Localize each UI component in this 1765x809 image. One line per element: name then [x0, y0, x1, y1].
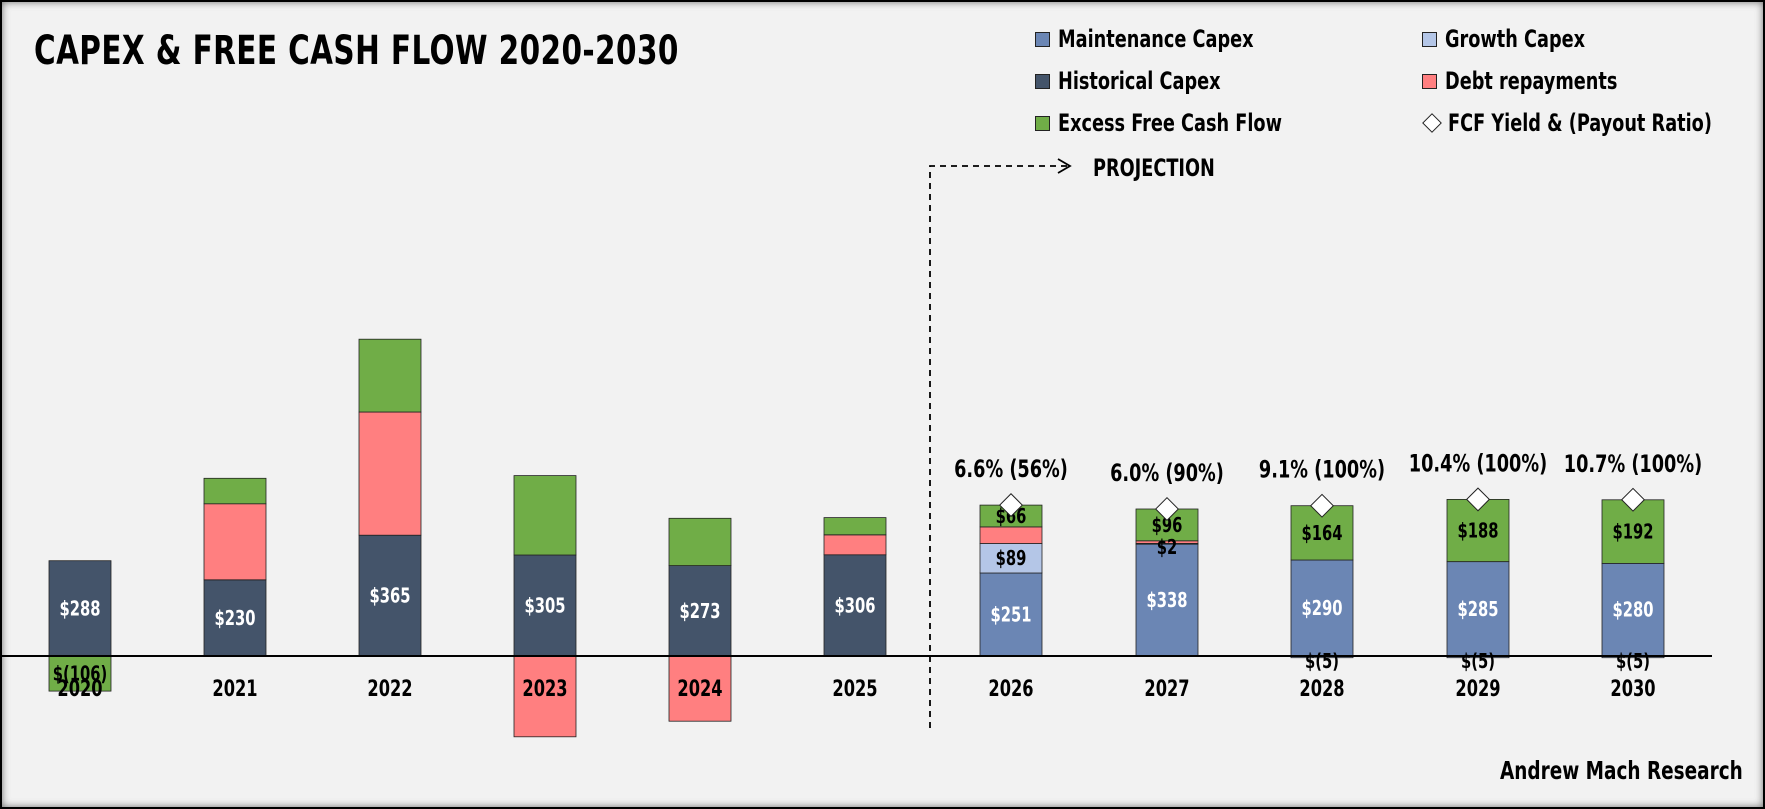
bar-value-label: $273: [679, 600, 720, 623]
bar-value-label: $192: [1612, 521, 1653, 544]
fcf-yield-marker: [1154, 497, 1180, 522]
x-tick-label: 2026: [988, 675, 1033, 701]
x-tick-label: 2028: [1299, 675, 1344, 701]
bar-segment-excess-free-cash-flow: [668, 517, 732, 566]
legend-swatch-growth: [1422, 31, 1437, 47]
bar-value-label: $(5): [1305, 651, 1339, 674]
bar-segment-maintenance-capex: [1135, 543, 1199, 657]
bar-value-label: $188: [1457, 520, 1498, 543]
bar-segment-excess-free-cash-flow: [48, 655, 112, 692]
bar-segment-excess-free-cash-flow: [513, 475, 577, 556]
bar-value-label: $338: [1146, 590, 1187, 613]
bar-value-label: $305: [524, 595, 565, 618]
bar-segment-historical-capex: [823, 554, 887, 657]
bar-segment-debt-repayments: [823, 534, 887, 556]
fcf-yield-marker: [1465, 487, 1491, 512]
bar-value-label: $89: [996, 548, 1027, 571]
x-tick-labels: 2020 2021 2022 2023 2024 2025 2026 2027 2028 2029…: [57, 675, 1655, 701]
bar-value-label: $96: [1152, 514, 1183, 537]
bar-value-label: $290: [1301, 598, 1342, 621]
x-tick-label: 2030: [1610, 675, 1655, 701]
bar-segment-excess-free-cash-flow: [1446, 498, 1510, 562]
bar-value-label: $(5): [1616, 651, 1650, 674]
legend: Maintenance Capex Growth Capex Historica…: [1035, 25, 1735, 155]
x-tick-label: 2027: [1144, 675, 1189, 701]
bar-value-label: $365: [369, 585, 410, 608]
fcf-yield-label: 10.7% (100%): [1564, 451, 1702, 478]
bar-segment-excess-free-cash-flow: [823, 517, 887, 536]
fcf-yield-label: 10.4% (100%): [1409, 451, 1547, 478]
bar-segment-maintenance-capex: [979, 572, 1043, 657]
fcf-yield-label: 9.1% (100%): [1259, 457, 1385, 484]
fcf-yield-marker: [1620, 487, 1646, 512]
legend-item-historical-capex: Historical Capex: [1035, 67, 1256, 95]
projection-arrow-icon: [1057, 158, 1072, 174]
bar-segment-historical-capex: [48, 560, 112, 657]
bar-segment-excess-free-cash-flow: [358, 338, 422, 413]
fcf-yield-label: 6.0% (90%): [1110, 460, 1224, 487]
bar-value-label: $306: [834, 595, 875, 618]
source-credit: Andrew Mach Research: [1500, 756, 1743, 785]
bar-value-label: $280: [1612, 599, 1653, 622]
bar-segment-debt-repayments: [979, 526, 1043, 544]
fcf-yield-marker: [1309, 493, 1335, 518]
bar-segment-debt-repayments: [513, 655, 577, 738]
legend-swatch-historical: [1035, 73, 1050, 89]
bar-segment-debt-repayments: [358, 411, 422, 536]
legend-label: Historical Capex: [1058, 67, 1221, 95]
bar-value-label: $251: [990, 604, 1031, 627]
x-tick-label: 2020: [57, 675, 102, 701]
bar-segment-debt-repayments: [668, 655, 732, 722]
x-tick-label: 2021: [212, 675, 257, 701]
legend-item-maintenance-capex: Maintenance Capex: [1035, 25, 1297, 53]
legend-label: Maintenance Capex: [1058, 25, 1254, 53]
fcf-yield-markers: 6.6% (56%) 6.0% (90%) 9.1% (100%) 10.4% (10…: [954, 451, 1702, 522]
bar-segment-maintenance-capex: [1446, 561, 1510, 657]
legend-item-excess-fcf: Excess Free Cash Flow: [1035, 109, 1331, 137]
x-tick-label: 2029: [1455, 675, 1500, 701]
legend-label: FCF Yield & (Payout Ratio): [1448, 109, 1712, 137]
legend-label: Excess Free Cash Flow: [1058, 109, 1282, 137]
x-tick-label: 2025: [832, 675, 877, 701]
bar-value-label: $230: [214, 607, 255, 630]
fcf-yield-marker: [998, 493, 1024, 518]
x-tick-label: 2023: [522, 675, 567, 701]
legend-label: Growth Capex: [1445, 25, 1586, 53]
bar-segment-historical-capex: [358, 534, 422, 657]
bar-value-labels: $288$(106)$230$365$305$273$306$251$89$66…: [53, 505, 1654, 686]
bar-value-label: $(5): [1461, 651, 1495, 674]
bar-value-label: $288: [59, 598, 100, 621]
projection-annotation: PROJECTION: [1093, 154, 1215, 182]
legend-item-growth-capex: Growth Capex: [1422, 25, 1616, 53]
projection-divider-line: [929, 165, 1068, 728]
fcf-yield-label: 6.6% (56%): [954, 456, 1068, 483]
legend-item-fcf-yield: FCF Yield & (Payout Ratio): [1422, 109, 1765, 137]
bar-segment-historical-capex: [513, 554, 577, 657]
bar-value-label: $285: [1457, 598, 1498, 621]
legend-item-debt-repayments: Debt repayments: [1422, 67, 1655, 95]
bar-segment-historical-capex: [203, 579, 267, 657]
bar-segment-excess-free-cash-flow: [203, 477, 267, 505]
legend-swatch-fcf: [1035, 115, 1050, 131]
bar-segment-maintenance-capex: [1601, 562, 1665, 657]
bar-segment-debt-repayments: [203, 503, 267, 581]
x-tick-label: 2024: [677, 675, 722, 701]
legend-swatch-maintenance: [1035, 31, 1050, 47]
bar-value-label: $164: [1301, 522, 1342, 545]
chart-title: CAPEX & FREE CASH FLOW 2020-2030: [34, 28, 679, 74]
bar-value-label: $2: [1157, 537, 1178, 560]
legend-label: Debt repayments: [1445, 67, 1618, 95]
x-tick-label: 2022: [367, 675, 412, 701]
legend-swatch-debt: [1422, 73, 1437, 89]
bar-value-label: $(106): [53, 663, 107, 686]
